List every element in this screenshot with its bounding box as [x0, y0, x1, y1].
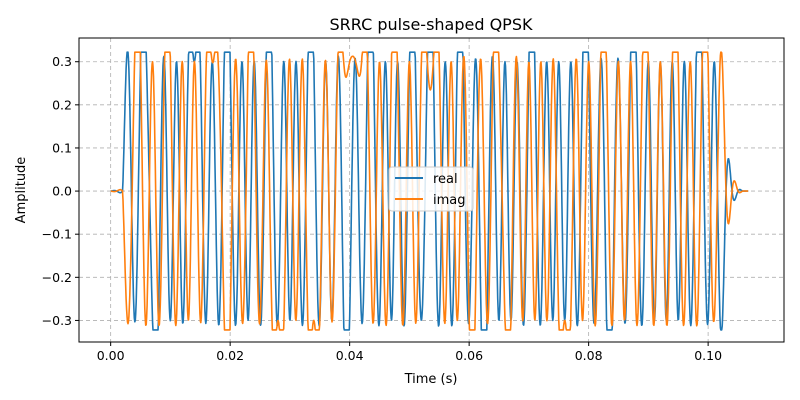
- y-tick-label: 0.3: [52, 54, 72, 69]
- series-line-imag: [110, 51, 749, 331]
- plot-area: [110, 51, 749, 331]
- x-axis-label: Time (s): [404, 372, 458, 387]
- y-tick-label: 0.2: [52, 97, 72, 112]
- x-tick-label: 0.04: [336, 348, 364, 363]
- legend-label-real: real: [433, 172, 458, 187]
- x-tick-label: 0.00: [97, 348, 125, 363]
- series-line-real: [110, 51, 749, 331]
- y-axis-label: Amplitude: [14, 157, 29, 224]
- x-tick-label: 0.08: [575, 348, 603, 363]
- y-tick-label: −0.2: [42, 270, 72, 285]
- y-axis: −0.3 −0.2 −0.1 0.0 0.1 0.2 0.3: [42, 54, 79, 328]
- x-tick-label: 0.10: [694, 348, 722, 363]
- x-axis: 0.00 0.02 0.04 0.06 0.08 0.10: [97, 342, 722, 363]
- y-tick-label: 0.1: [52, 140, 72, 155]
- chart-title: SRRC pulse-shaped QPSK: [330, 15, 533, 34]
- legend-label-imag: imag: [433, 193, 466, 208]
- x-tick-label: 0.06: [455, 348, 483, 363]
- x-tick-label: 0.02: [216, 348, 244, 363]
- legend: real imag: [388, 166, 474, 212]
- axes-frame: [78, 37, 785, 343]
- y-tick-label: 0.0: [52, 184, 72, 199]
- y-tick-label: −0.3: [42, 313, 72, 328]
- y-tick-label: −0.1: [42, 227, 72, 242]
